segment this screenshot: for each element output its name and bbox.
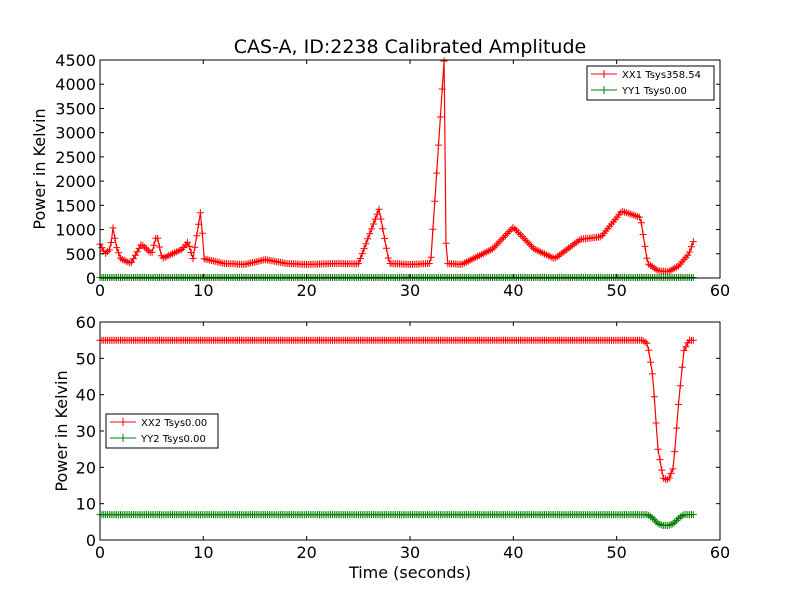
top-y-tick-label: 0 [86,269,96,288]
bottom-x-axis-label: Time (seconds) [348,563,471,582]
bottom-x-tick-label: 10 [193,543,213,562]
top-y-tick-label: 1500 [55,196,96,215]
bottom-legend-marker-yy2 [119,434,127,442]
bottom-y-tick-label: 50 [76,349,96,368]
top-legend-marker-yy1 [600,86,608,94]
bottom-y-axis-label: Power in Kelvin [52,370,71,491]
bottom-y-tick-label: 0 [86,531,96,550]
top-y-tick-label: 1000 [55,221,96,240]
top-y-tick-label: 500 [65,245,96,264]
top-legend-marker-xx1 [600,70,608,78]
bottom-ticks: 0 10 20 30 40 50 60 0 10 20 30 40 50 60 [76,313,731,562]
bottom-plot: 0 10 20 30 40 50 60 0 10 20 30 40 50 60 Power in Kelv… [52,313,730,582]
bottom-x-tick-label: 40 [503,543,523,562]
top-x-tick-label: 40 [503,281,523,300]
top-ticks: 0 10 20 30 40 50 60 0 500 1000 1500 2000 2500 3000 350… [55,51,730,300]
top-x-tick-label: 50 [606,281,626,300]
top-y-tick-label: 4500 [55,51,96,70]
chart-title: CAS-A, ID:2238 Calibrated Amplitude [234,36,586,58]
bottom-y-tick-label: 30 [76,422,96,441]
bottom-x-tick-label: 0 [95,543,105,562]
bottom-x-tick-label: 30 [400,543,420,562]
bottom-x-tick-label: 50 [606,543,626,562]
bottom-y-tick-label: 60 [76,313,96,332]
bottom-legend-label-yy2: YY2 Tsys0.00 [140,434,206,445]
top-y-tick-label: 3000 [55,124,96,143]
top-legend: XX1 Tsys358.54 YY1 Tsys0.00 [586,65,715,101]
top-y-axis-label: Power in Kelvin [30,108,49,229]
top-legend-label-xx1: XX1 Tsys358.54 [622,70,701,81]
top-legend-label-yy1: YY1 Tsys0.00 [621,86,687,97]
bottom-y-tick-label: 40 [76,386,96,405]
bottom-legend-marker-xx2 [119,418,127,426]
bottom-x-tick-label: 60 [710,543,730,562]
top-y-tick-label: 3500 [55,99,96,118]
top-plot: 0 10 20 30 40 50 60 0 500 1000 1500 2000 2500 3000 350… [30,51,730,300]
bottom-legend: XX2 Tsys0.00 YY2 Tsys0.00 [105,413,219,449]
bottom-y-tick-label: 20 [76,458,96,477]
top-x-tick-label: 20 [296,281,316,300]
top-y-tick-label: 2500 [55,148,96,167]
bottom-x-tick-label: 20 [296,543,316,562]
top-y-tick-label: 2000 [55,172,96,191]
top-x-tick-label: 30 [400,281,420,300]
top-x-tick-label: 10 [193,281,213,300]
bottom-y-tick-label: 10 [76,495,96,514]
bottom-legend-box [105,413,219,449]
top-legend-box [586,65,715,101]
top-x-tick-label: 0 [95,281,105,300]
bottom-legend-label-xx2: XX2 Tsys0.00 [141,418,207,429]
top-y-tick-label: 4000 [55,75,96,94]
top-x-tick-label: 60 [710,281,730,300]
